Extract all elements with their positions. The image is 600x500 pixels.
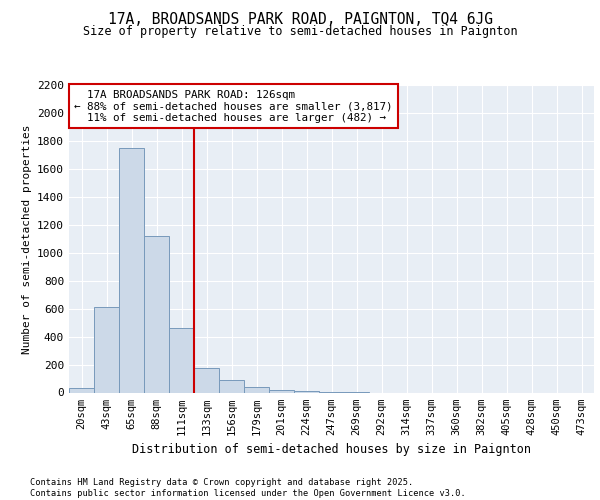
Bar — [69, 388, 94, 392]
Bar — [269, 390, 294, 392]
Text: Size of property relative to semi-detached houses in Paignton: Size of property relative to semi-detach… — [83, 25, 517, 38]
Bar — [144, 236, 169, 392]
Text: Contains HM Land Registry data © Crown copyright and database right 2025.
Contai: Contains HM Land Registry data © Crown c… — [30, 478, 466, 498]
Bar — [294, 391, 319, 392]
X-axis label: Distribution of semi-detached houses by size in Paignton: Distribution of semi-detached houses by … — [132, 443, 531, 456]
Bar — [119, 148, 144, 392]
Text: 17A, BROADSANDS PARK ROAD, PAIGNTON, TQ4 6JG: 17A, BROADSANDS PARK ROAD, PAIGNTON, TQ4… — [107, 12, 493, 28]
Bar — [169, 328, 194, 392]
Y-axis label: Number of semi-detached properties: Number of semi-detached properties — [22, 124, 32, 354]
Bar — [244, 387, 269, 392]
Text: 17A BROADSANDS PARK ROAD: 126sqm
← 88% of semi-detached houses are smaller (3,81: 17A BROADSANDS PARK ROAD: 126sqm ← 88% o… — [74, 90, 393, 123]
Bar — [219, 380, 244, 392]
Bar — [94, 307, 119, 392]
Bar — [194, 368, 219, 392]
